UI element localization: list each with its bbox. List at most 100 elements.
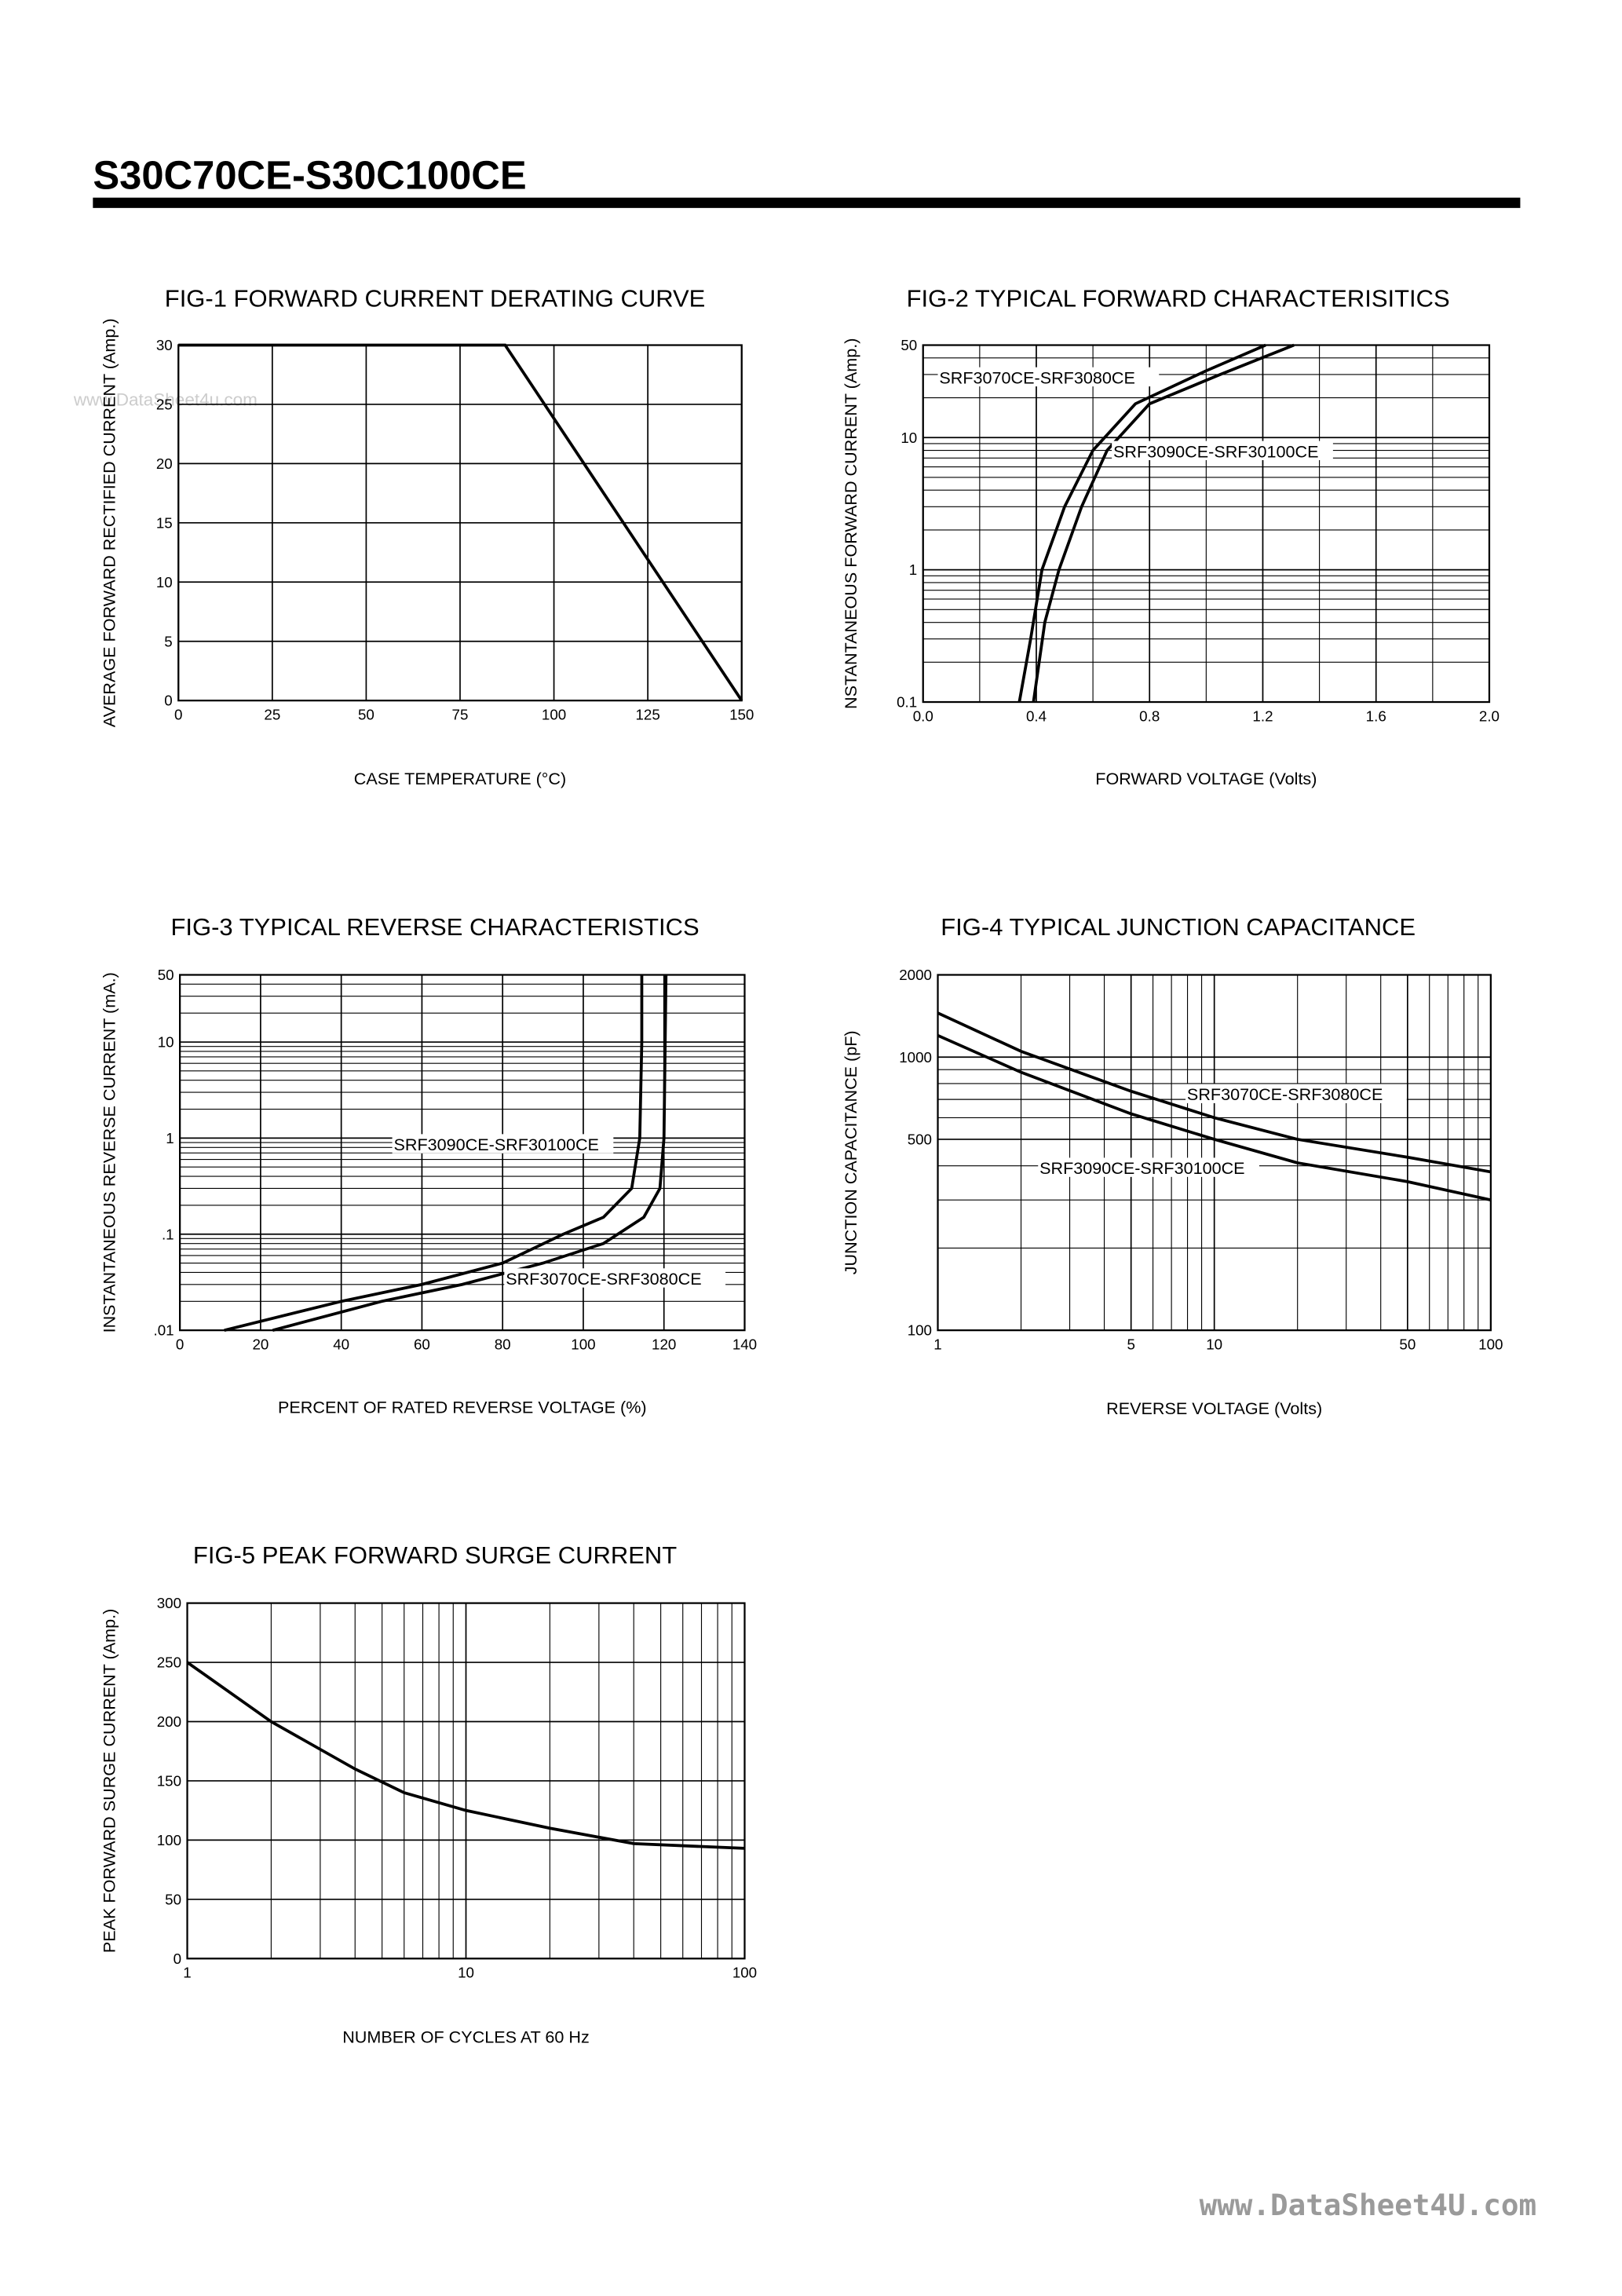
y-tick-label: 50: [165, 1891, 181, 1907]
x-axis-label: CASE TEMPERATURE (°C): [354, 769, 566, 788]
data-line: [186, 1661, 745, 1850]
x-tick-label: 0.0: [913, 707, 933, 724]
y-tick-label: .1: [162, 1226, 174, 1242]
y-tick-label: 200: [157, 1713, 181, 1730]
y-axis-label: PEAK FORWARD SURGE CURRENT (Amp.): [99, 1609, 119, 1953]
x-tick-label: 100: [542, 707, 566, 723]
x-tick-label: 10: [458, 1965, 474, 1981]
plot-frame: [179, 974, 746, 1332]
plot-frame: [922, 344, 1491, 704]
y-axis-label: INSTANTANEOUS REVERSE CURRENT (mA.): [99, 972, 119, 1333]
x-tick-label: 100: [571, 1336, 595, 1353]
chart-title: FIG-3 TYPICAL REVERSE CHARACTERISTICS: [170, 913, 699, 941]
x-tick-label: 100: [732, 1965, 757, 1981]
header-rule: [93, 197, 1521, 208]
y-tick-label: 1: [166, 1130, 174, 1146]
page-title: S30C70CE-S30C100CE: [93, 152, 526, 197]
x-tick-label: 60: [414, 1336, 430, 1353]
y-tick-label: 25: [156, 397, 173, 413]
y-tick-label: 0.1: [897, 694, 917, 711]
x-tick-label: 5: [1127, 1336, 1134, 1353]
series-label: SRF3070CE-SRF3080CE: [939, 367, 1134, 387]
x-tick-label: 100: [1478, 1336, 1503, 1353]
y-tick-label: .01: [154, 1322, 174, 1339]
series-label: SRF3090CE-SRF30100CE: [1039, 1158, 1244, 1178]
plot-frame: [186, 1602, 746, 1960]
y-tick-label: 50: [158, 967, 174, 983]
series-label: SRF3070CE-SRF3080CE: [506, 1269, 701, 1289]
data-line: [272, 974, 668, 1332]
y-tick-label: 250: [157, 1654, 181, 1671]
chart-title: FIG-2 TYPICAL FORWARD CHARACTERISITICS: [907, 285, 1450, 313]
x-tick-label: 10: [1206, 1336, 1222, 1353]
x-tick-label: 1: [183, 1965, 191, 1981]
x-axis-label: REVERSE VOLTAGE (Volts): [1106, 1398, 1322, 1418]
chart-title: FIG-1 FORWARD CURRENT DERATING CURVE: [165, 285, 706, 313]
series-label-bg: [937, 367, 1160, 387]
y-axis-label: JUNCTION CAPACITANCE (pF): [841, 1030, 860, 1274]
watermark: www.DataSheet4u.com: [73, 390, 258, 410]
x-tick-label: 1: [933, 1336, 941, 1353]
y-tick-label: 2000: [899, 967, 932, 983]
data-line: [224, 974, 644, 1332]
y-tick-label: 10: [158, 1034, 174, 1051]
x-tick-label: 40: [333, 1336, 349, 1353]
data-line: [1017, 343, 1266, 703]
x-axis-label: FORWARD VOLTAGE (Volts): [1095, 769, 1317, 788]
x-tick-label: 150: [729, 707, 754, 723]
series-label-bg: [1038, 1157, 1259, 1177]
y-tick-label: 20: [156, 455, 173, 472]
y-tick-label: 30: [156, 337, 173, 353]
x-tick-label: 120: [652, 1336, 676, 1353]
data-line: [937, 1033, 1492, 1201]
x-tick-label: 125: [635, 707, 659, 723]
y-tick-label: 0: [174, 1951, 181, 1967]
y-axis-label: AVERAGE FORWARD RECTIFIED CURRENT (Amp.): [99, 318, 119, 727]
series-label: SRF3090CE-SRF30100CE: [1113, 441, 1318, 461]
series-label: SRF3090CE-SRF30100CE: [393, 1135, 598, 1154]
x-tick-label: 50: [358, 707, 374, 723]
y-tick-label: 5: [164, 633, 172, 649]
x-tick-label: 1.2: [1252, 707, 1273, 724]
y-tick-label: 10: [156, 574, 173, 590]
y-tick-label: 500: [908, 1132, 932, 1148]
y-tick-label: 100: [908, 1322, 932, 1339]
x-tick-label: 0.8: [1139, 707, 1160, 724]
y-tick-label: 300: [157, 1595, 181, 1611]
x-tick-label: 0.4: [1026, 707, 1047, 724]
y-tick-label: 1: [909, 561, 917, 578]
series-label-bg: [1112, 441, 1333, 461]
y-tick-label: 10: [901, 430, 917, 446]
x-tick-label: 0: [176, 1336, 184, 1353]
y-tick-label: 0: [164, 693, 172, 709]
data-line: [178, 343, 743, 702]
x-tick-label: 2.0: [1479, 707, 1500, 724]
series-label-bg: [504, 1268, 726, 1288]
series-label-bg: [392, 1134, 614, 1153]
chart-title: FIG-4 TYPICAL JUNCTION CAPACITANCE: [941, 913, 1416, 941]
x-tick-label: 0: [174, 707, 182, 723]
y-tick-label: 100: [157, 1832, 181, 1848]
x-axis-label: PERCENT OF RATED REVERSE VOLTAGE (%): [278, 1397, 647, 1417]
y-tick-label: 150: [157, 1773, 181, 1790]
x-tick-label: 1.6: [1366, 707, 1386, 724]
x-tick-label: 50: [1399, 1336, 1416, 1353]
y-tick-label: 50: [901, 337, 917, 353]
data-line: [1032, 343, 1295, 703]
plot-frame: [937, 974, 1492, 1332]
y-tick-label: 1000: [899, 1049, 932, 1066]
y-tick-label: 15: [156, 514, 173, 531]
x-tick-label: 140: [732, 1336, 757, 1353]
x-tick-label: 25: [264, 707, 280, 723]
x-tick-label: 80: [495, 1336, 511, 1353]
data-line: [937, 1011, 1492, 1174]
x-tick-label: 20: [252, 1336, 269, 1353]
chart-title: FIG-5 PEAK FORWARD SURGE CURRENT: [193, 1541, 677, 1569]
y-axis-label: NSTANTANEOUS FORWARD CURRENT (Amp.): [841, 338, 860, 709]
x-axis-label: NUMBER OF CYCLES AT 60 Hz: [342, 2027, 590, 2046]
watermark: www.DataSheet4U.com: [1200, 2188, 1537, 2222]
series-label-bg: [1185, 1084, 1407, 1103]
x-tick-label: 75: [452, 707, 469, 723]
series-label: SRF3070CE-SRF3080CE: [1187, 1084, 1383, 1104]
